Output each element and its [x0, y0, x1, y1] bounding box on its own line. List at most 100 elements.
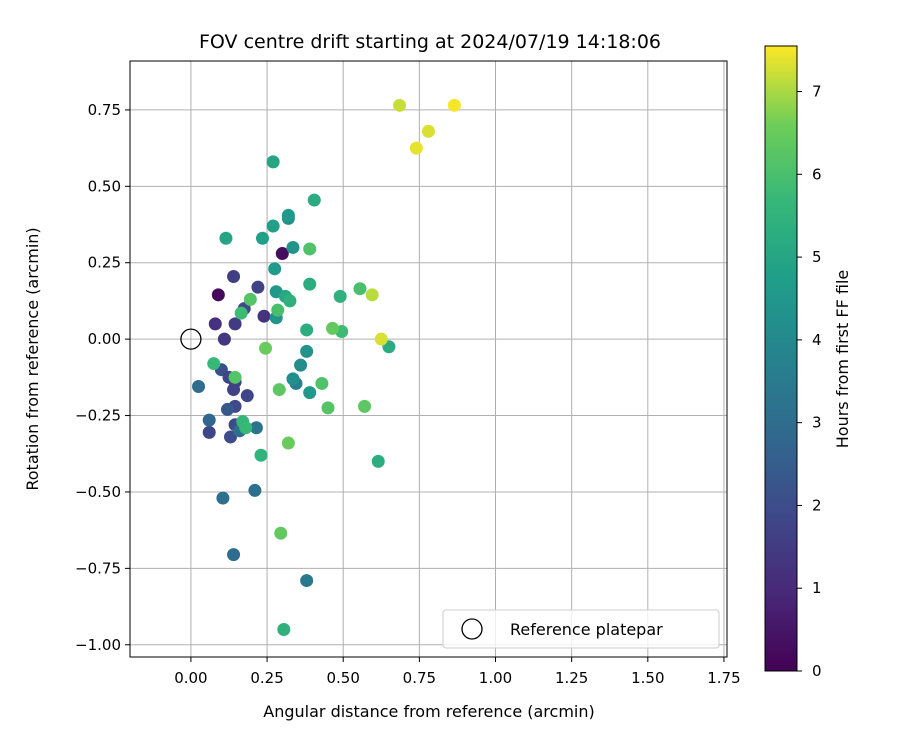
y-axis-label: Rotation from reference (arcmin) — [23, 227, 42, 490]
data-point — [422, 124, 435, 138]
data-point — [358, 399, 372, 413]
data-point — [220, 402, 234, 416]
data-point — [211, 288, 225, 302]
data-point — [281, 436, 295, 450]
chart-title: FOV centre drift starting at 2024/07/19 … — [199, 31, 661, 53]
data-point — [321, 401, 335, 415]
data-point — [240, 389, 254, 403]
reference-marker-layer — [180, 328, 202, 350]
data-point — [333, 289, 347, 303]
reference-platepar-marker — [180, 328, 202, 350]
data-point — [208, 317, 222, 331]
x-tick-label: 1.25 — [555, 669, 588, 687]
colorbar-tick-label: 1 — [812, 579, 822, 597]
data-point — [228, 317, 242, 331]
data-point — [286, 372, 300, 386]
data-point — [303, 386, 317, 400]
x-tick-label: 0.00 — [174, 669, 207, 687]
data-point — [300, 344, 314, 358]
legend-label: Reference platepar — [510, 620, 663, 639]
data-point — [271, 303, 285, 317]
data-point — [216, 491, 230, 505]
data-point — [266, 155, 280, 169]
colorbar-frame — [764, 45, 798, 672]
data-point — [217, 332, 231, 346]
data-point — [251, 280, 265, 294]
y-tick-label: −1.00 — [75, 636, 121, 654]
colorbar-tick-label: 3 — [812, 414, 822, 432]
y-tick-label: 0.00 — [88, 330, 121, 348]
data-point — [248, 483, 262, 497]
data-point — [243, 292, 257, 306]
data-point — [268, 262, 282, 276]
legend-box — [442, 609, 720, 649]
data-point — [307, 193, 321, 207]
colorbar-tick-label: 4 — [812, 331, 822, 349]
data-point — [227, 269, 241, 283]
x-tick-label: 0.50 — [327, 669, 360, 687]
data-point — [255, 231, 269, 245]
data-point — [300, 323, 314, 337]
y-tick-label: 0.25 — [88, 254, 121, 272]
data-point — [202, 425, 216, 439]
data-point — [303, 277, 317, 291]
x-tick-label: 1.75 — [707, 669, 740, 687]
y-tick-label: 0.50 — [88, 177, 121, 195]
y-axis-ticks: −1.00 −0.75 −0.50 −0.25 0.00 0.25 0.50 0.75 — [75, 101, 130, 654]
x-tick-label: 1.50 — [631, 669, 664, 687]
data-point — [300, 574, 314, 588]
colorbar-tick-label: 7 — [812, 83, 822, 101]
data-point — [224, 430, 238, 444]
x-axis-ticks: 0.00 0.25 0.50 0.75 1.00 1.25 1.50 1.75 — [174, 657, 741, 687]
colorbar-label: Hours from first FF file — [833, 270, 852, 449]
legend-open-circle-marker — [461, 618, 483, 640]
x-axis-label: Angular distance from reference (arcmin) — [263, 702, 594, 721]
data-point — [277, 622, 291, 636]
data-point — [219, 231, 233, 245]
data-point — [303, 242, 317, 256]
data-point — [249, 421, 263, 435]
data-point — [283, 294, 297, 308]
data-point — [365, 288, 379, 302]
y-tick-label: −0.25 — [75, 407, 121, 425]
colorbar-tick-label: 2 — [812, 496, 822, 514]
scatter-points — [192, 98, 461, 636]
data-point — [266, 219, 280, 233]
axes-frame — [129, 60, 728, 658]
data-point — [234, 306, 248, 320]
data-point — [371, 454, 385, 468]
data-point — [274, 526, 288, 540]
data-point — [227, 383, 241, 397]
data-point — [227, 548, 241, 562]
legend: Reference platepar — [442, 609, 720, 649]
data-point — [409, 141, 423, 155]
x-tick-label: 0.25 — [250, 669, 283, 687]
x-tick-label: 0.75 — [403, 669, 436, 687]
data-point — [393, 98, 407, 112]
data-point — [353, 282, 367, 296]
data-point — [281, 208, 295, 222]
y-tick-label: 0.75 — [88, 101, 121, 119]
data-point — [207, 357, 221, 371]
data-point — [294, 358, 308, 372]
data-point — [192, 380, 206, 394]
colorbar-tick-label: 6 — [812, 165, 822, 183]
data-point — [315, 376, 329, 390]
data-point — [228, 370, 242, 384]
data-point — [275, 247, 289, 261]
data-point — [202, 413, 216, 427]
data-point — [272, 383, 286, 397]
data-point — [257, 309, 271, 323]
y-tick-label: −0.50 — [75, 483, 121, 501]
colorbar-gradient — [765, 46, 797, 671]
data-point — [374, 332, 388, 346]
data-point — [326, 321, 340, 335]
data-point — [259, 341, 273, 355]
colorbar: 0 1 2 3 4 5 6 7 Hours from first FF file — [764, 45, 852, 680]
grid-lines — [130, 61, 727, 657]
data-point — [447, 98, 461, 112]
colorbar-ticks: 0 1 2 3 4 5 6 7 — [797, 83, 822, 680]
data-point — [286, 240, 300, 254]
